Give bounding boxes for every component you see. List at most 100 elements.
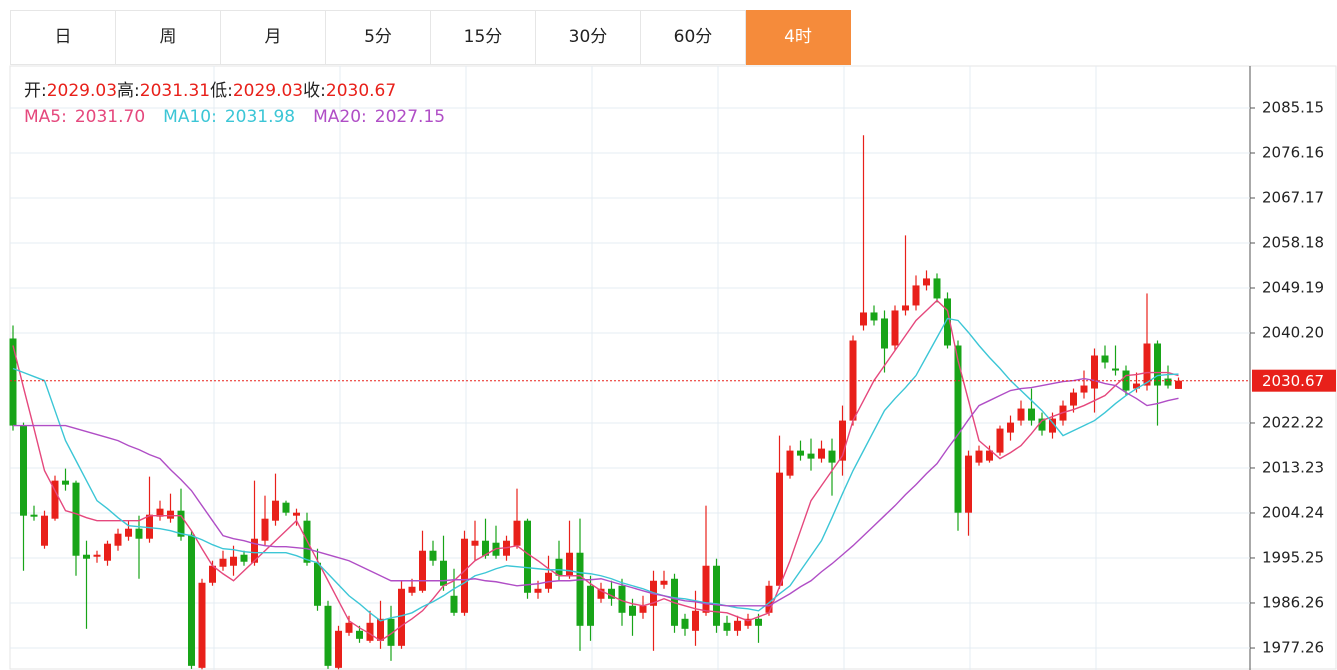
candle-body [209, 565, 216, 583]
candle-body [513, 520, 521, 546]
ohlc-row: 开:2029.03高:2031.31低:2029.03收:2030.67 [24, 78, 463, 104]
ohlc-value: 2029.03 [232, 81, 304, 101]
candle-body [1164, 378, 1172, 386]
candle-body [776, 472, 783, 586]
candle-body [335, 630, 342, 668]
candle-body [828, 450, 836, 463]
candle-body [818, 448, 825, 459]
candle-body [1080, 385, 1088, 393]
candle-body [1028, 408, 1035, 421]
candle-body [608, 588, 615, 599]
candle-body [786, 450, 794, 476]
candle-body [387, 618, 395, 646]
last-price-label: 2030.67 [1262, 372, 1324, 390]
ohlc-value: 2029.03 [46, 81, 118, 101]
candle-body [230, 556, 237, 566]
candle-body [146, 514, 153, 539]
candle-body [545, 572, 552, 589]
candle-body [471, 540, 479, 546]
candle-body [177, 510, 185, 537]
candle-body [639, 605, 647, 613]
candle-body [219, 558, 227, 567]
candle-body [555, 558, 563, 576]
candle-body [261, 518, 269, 541]
candle-body [765, 585, 773, 613]
candle-body [681, 618, 689, 629]
candle-body [30, 514, 38, 517]
plot-frame [9, 65, 1337, 670]
period-tab[interactable]: 15分 [431, 10, 536, 65]
candle-body [20, 425, 27, 516]
period-tab[interactable]: 周 [116, 10, 221, 65]
candle-body [713, 565, 720, 626]
candle-body [282, 502, 290, 513]
y-tick-label: 2004.24 [1262, 503, 1324, 521]
candle-body [461, 538, 468, 613]
period-tab[interactable]: 4时 [746, 10, 851, 65]
candle-body [870, 312, 878, 321]
candle-body [723, 622, 731, 631]
candle-body [293, 512, 300, 516]
candle-body [933, 278, 941, 299]
candle-body [240, 554, 248, 562]
candle-body [377, 618, 384, 641]
candle-body [996, 428, 1004, 453]
candle-body [41, 515, 48, 546]
period-tab[interactable]: 日 [10, 10, 116, 65]
candle-body [482, 540, 489, 556]
period-tab[interactable]: 30分 [536, 10, 641, 65]
candle-body [156, 508, 164, 517]
candle-body [860, 312, 867, 326]
candle-body [587, 585, 594, 626]
candle-body [135, 528, 143, 539]
candle-body [1143, 343, 1151, 386]
candle-body [51, 480, 59, 519]
y-tick-label: 2067.17 [1262, 188, 1324, 206]
ma-line [12, 317, 1179, 622]
candle-body [1017, 408, 1025, 421]
candle-body [272, 500, 279, 521]
y-tick-label: 2076.16 [1262, 143, 1324, 161]
candle-body [1101, 355, 1109, 363]
candle-body [755, 618, 762, 626]
candle-body [807, 453, 815, 459]
candle-body [125, 528, 132, 537]
y-tick-label: 2013.23 [1262, 458, 1324, 476]
candle-body [1070, 392, 1077, 406]
candle-body [198, 582, 206, 668]
candle-body [965, 455, 972, 513]
ma-legend-value: 2031.70 [74, 107, 146, 127]
candle-body [702, 565, 710, 613]
ohlc-value: 2030.67 [325, 81, 397, 101]
ma-legend-label: MA5: [24, 107, 67, 127]
candle-body [660, 580, 668, 585]
candle-body [534, 588, 542, 593]
candle-body [1049, 418, 1056, 433]
ohlc-label: 低: [210, 81, 233, 101]
candle-body [314, 562, 321, 606]
candle-body [975, 450, 983, 463]
ma-legend-value: 2031.98 [224, 107, 296, 127]
candle-body [902, 305, 909, 311]
candle-body [734, 620, 741, 631]
candle-body [912, 285, 920, 306]
candle-body [83, 554, 90, 559]
candle-body [1112, 368, 1119, 371]
period-tab[interactable]: 月 [221, 10, 326, 65]
candle-body [944, 298, 951, 346]
candle-body [524, 520, 531, 593]
candle-body [408, 586, 416, 593]
candle-body [1038, 418, 1046, 431]
period-tab[interactable]: 5分 [326, 10, 431, 65]
candle-body [114, 533, 122, 546]
y-tick-label: 2022.22 [1262, 413, 1324, 431]
candle-body [1007, 422, 1014, 433]
period-tab[interactable]: 60分 [641, 10, 746, 65]
candle-body [954, 345, 962, 513]
candle-body [167, 510, 174, 519]
candle-body [566, 552, 573, 576]
last-price-tag [1252, 369, 1336, 392]
ohlc-label: 收: [303, 81, 326, 101]
